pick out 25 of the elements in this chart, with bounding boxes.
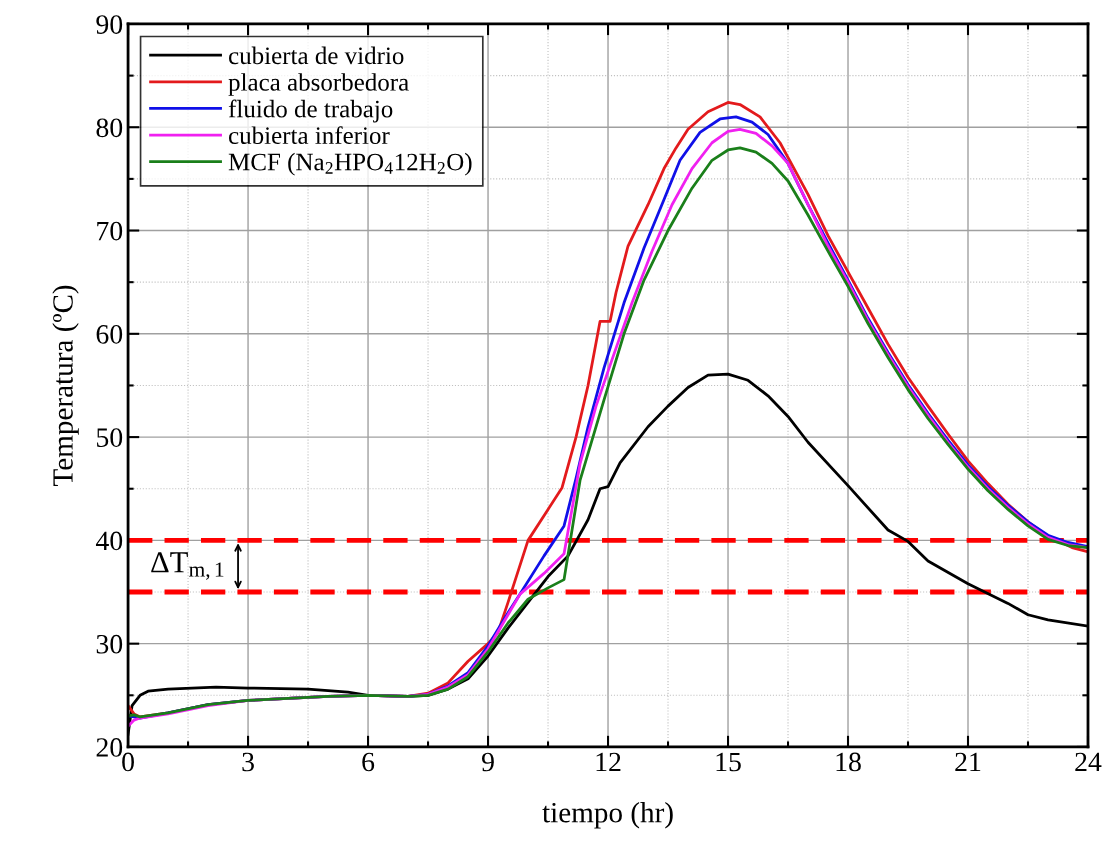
legend-label: placa absorbedora: [228, 73, 409, 96]
y-tick-label: 30: [96, 634, 123, 654]
x-tick-label: 3: [242, 752, 254, 772]
x-tick-label: 21: [955, 752, 981, 772]
x-tick-label: 15: [716, 752, 741, 772]
y-tick-label: 20: [96, 738, 123, 757]
x-tick-label: 6: [362, 752, 375, 772]
x-tick-label: 18: [836, 752, 861, 772]
y-tick-label: 50: [97, 428, 123, 448]
y-tick-label: 60: [96, 324, 123, 344]
x-tick-label: 12: [596, 752, 621, 772]
y-tick-label: 40: [95, 531, 123, 551]
x-axis-title: tiempo (hr): [542, 801, 673, 829]
x-tick-label: 9: [481, 752, 494, 772]
legend-label: cubierta inferior: [229, 126, 390, 145]
legend-label: MCF (Na$_{2}$HPO$_{4}$12H$_{2}$O): [228, 152, 472, 176]
y-tick-label: 70: [97, 221, 123, 241]
annotation: ΔT$_{m,1}$: [151, 552, 224, 580]
legend-label: fluido de trabajo: [228, 99, 393, 123]
x-tick-label: 24: [1075, 752, 1102, 772]
y-axis-title: Temperatura (ºC): [52, 285, 79, 486]
y-tick-label: 90: [96, 15, 123, 34]
y-tick-label: 80: [96, 118, 123, 138]
legend-label: cubierta de vidrio: [229, 46, 404, 65]
x-tick-label: 0: [122, 752, 134, 772]
